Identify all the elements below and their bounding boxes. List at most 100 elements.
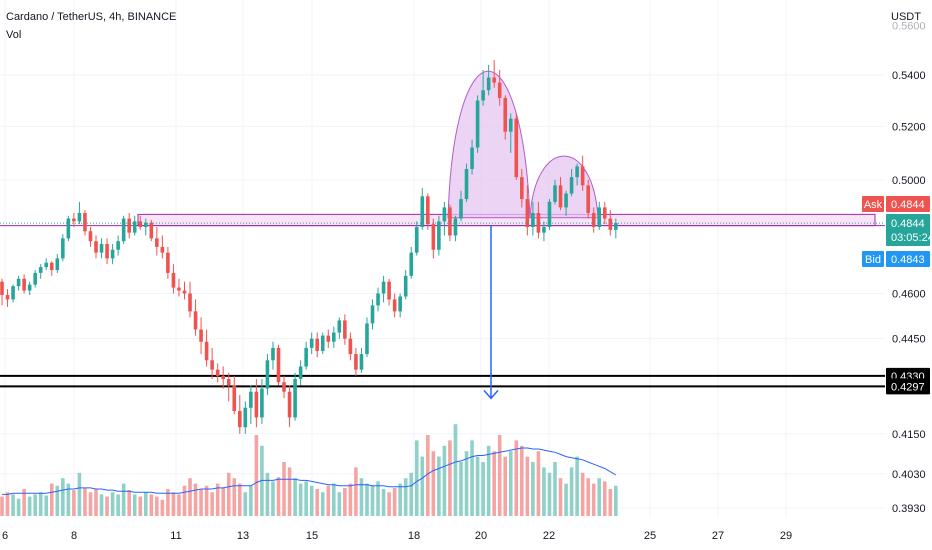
candle-body [182,290,187,294]
volume-bar [365,483,369,516]
volume-bar [453,424,458,516]
candle-body [143,222,148,228]
candle-body [492,77,496,83]
candle-body [105,244,109,259]
volume-bar [508,451,513,516]
volume-bar [298,483,303,516]
volume-bar [132,494,137,516]
volume-bar [49,483,54,516]
volume-bar [77,472,82,516]
candle-body [470,147,474,170]
volume-bar [143,492,148,516]
candle-body [602,207,607,219]
candle-body [77,212,82,222]
candle-body [298,366,303,380]
x-axis-tick-label: 27 [712,530,724,542]
volume-bar [392,487,397,516]
candle-body [116,241,120,250]
candle-body [459,199,463,219]
volume-bar [481,462,485,516]
volume-bar [586,478,590,516]
x-axis-tick-label: 8 [71,530,77,542]
candle-body [381,281,386,294]
x-axis-tick-label: 6 [2,530,8,542]
candle-body [94,241,98,253]
volume-bar [608,489,613,516]
candle-body [437,221,441,250]
candle-body [265,360,270,389]
y-axis-tick-label: 0.3930 [892,503,926,515]
candle-body [591,212,596,228]
ask-tag-label-box [862,196,884,212]
candle-body [536,212,541,233]
ask-price-tag [886,196,930,212]
candle-body [398,296,402,312]
candle-body [525,199,530,228]
candle-body [332,332,336,342]
volume-bar [470,440,474,516]
grid-lines [0,0,885,516]
volume-bar [38,492,43,516]
candle-body [193,311,198,330]
volume-bars [0,424,618,516]
volume-bar [486,445,491,516]
x-axis-tick-label: 11 [170,530,181,542]
volume-bar [276,477,281,516]
volume-bar [431,451,436,516]
volume-bar [547,472,552,516]
y-axis-tick-label: 0.5600 [892,20,926,32]
volume-bar [426,435,430,516]
candle-body [171,272,176,288]
candle-body [221,375,225,380]
volume-bar [514,440,519,516]
y-axis-tick-label: 0.5400 [892,70,926,82]
volume-bar [204,485,209,516]
volume-bar [105,496,109,516]
volume-bar [287,467,292,516]
candle-body [249,391,253,408]
candle-body [453,218,458,236]
candle-body [343,320,347,339]
candle-body [210,360,214,370]
x-axis-tick-label: 22 [543,530,555,542]
ask-price-value: 0.4844 [891,199,925,211]
candle-body [254,391,259,418]
candle-body [503,97,508,132]
candle-body [166,252,170,273]
candle-body [11,286,15,300]
candle-body [149,222,154,239]
volume-bar [420,456,425,516]
y-axis-tick-label: 0.4150 [892,429,926,441]
volume-bar [94,489,98,516]
candle-body [127,218,131,233]
volume-bar [343,487,347,516]
candle-body [49,262,54,270]
candle-body [160,246,165,253]
volume-bar [376,481,380,516]
volume-bar [221,487,225,516]
head-pattern-arc [447,70,531,219]
volume-bar [0,496,4,516]
candle-body [547,201,552,228]
volume-bar [326,485,331,516]
x-axis-tick-label: 25 [644,530,656,542]
candle-body [110,249,115,259]
candle-body [204,341,209,361]
volume-bar [265,472,270,516]
volume-bar [337,492,342,516]
candle-body [315,338,320,351]
volume-bar [155,496,159,516]
candle-body [414,227,419,253]
volume-bar [243,492,248,516]
volume-moving-average-line [2,447,617,495]
candle-body [271,347,275,361]
candle-body [237,410,242,428]
y-axis-tick-label: 0.4450 [892,334,926,346]
candle-body [276,347,281,383]
support-level-value: 0.4297 [891,381,925,393]
candle-body [232,385,237,411]
candle-body [614,223,618,230]
volume-bar [503,456,508,516]
